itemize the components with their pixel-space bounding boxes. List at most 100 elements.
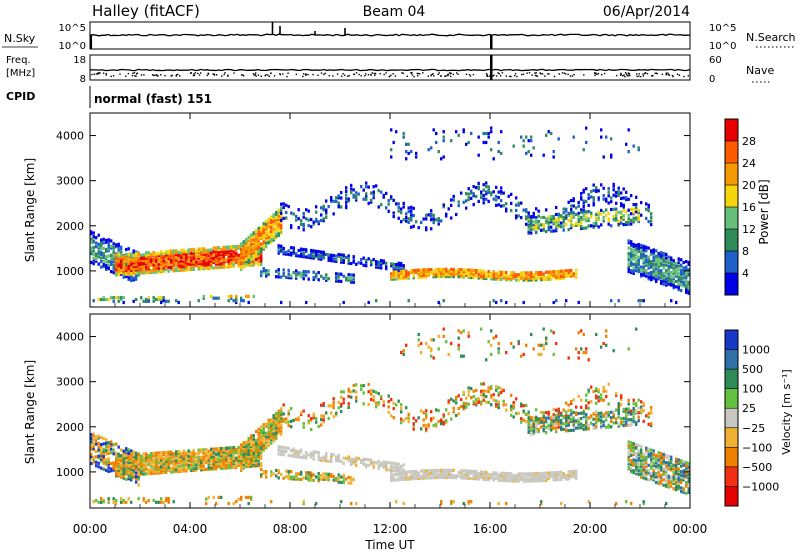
- echo-cell: [392, 266, 395, 270]
- echo-cell: [225, 265, 228, 269]
- echo-cell: [422, 268, 425, 272]
- nave-dot: [636, 75, 638, 78]
- echo-cell: [570, 224, 573, 228]
- echo-cell: [535, 225, 538, 229]
- echo-cell: [202, 448, 205, 452]
- echo-cell: [272, 432, 275, 436]
- echo-cell: [245, 252, 248, 256]
- echo-cell: [390, 468, 393, 472]
- echo-cell: [112, 466, 115, 470]
- echo-cell: [172, 463, 175, 467]
- colorbar-tick-label: 8: [742, 245, 749, 258]
- echo-cell: [235, 449, 238, 453]
- echo-cell: [122, 461, 125, 465]
- echo-cell: [207, 261, 210, 265]
- echo-cell: [660, 270, 663, 275]
- echo-cell: [542, 223, 545, 227]
- echo-cell: [412, 473, 415, 477]
- echo-cell: [150, 457, 153, 461]
- echo-cell: [97, 434, 100, 438]
- echo-cell: [230, 252, 233, 256]
- echo-cell: [440, 472, 443, 476]
- echo-cell: [202, 459, 205, 463]
- echo-cell: [565, 207, 568, 211]
- echo-cell: [172, 454, 175, 458]
- echo-cell: [552, 275, 555, 279]
- echo-cell: [157, 270, 160, 274]
- echo-cell: [167, 251, 170, 255]
- echo-cell: [300, 472, 303, 476]
- echo-cell: [177, 464, 180, 468]
- echo-cell: [180, 460, 183, 464]
- echo-cell: [535, 218, 538, 222]
- echo-cell: [137, 472, 140, 476]
- echo-cell: [222, 245, 225, 249]
- echo-cell: [240, 465, 243, 469]
- echo-cell: [242, 243, 245, 247]
- echo-cell: [252, 453, 255, 457]
- echo-cell: [600, 212, 603, 216]
- echo-cell: [390, 475, 393, 479]
- echo-cell: [587, 217, 590, 221]
- echo-cell: [112, 242, 115, 246]
- echo-cell: [687, 282, 690, 286]
- echo-cell: [267, 241, 270, 245]
- echo-cell: [527, 215, 530, 219]
- echo-cell: [432, 217, 435, 221]
- echo-cell: [280, 427, 283, 431]
- echo-cell: [347, 457, 350, 461]
- echo-cell: [405, 472, 408, 476]
- echo-cell: [152, 250, 155, 254]
- echo-cell: [462, 270, 465, 274]
- echo-cell: [162, 268, 165, 272]
- echo-cell: [145, 299, 148, 303]
- echo-cell: [247, 263, 250, 267]
- echo-cell: [277, 233, 280, 238]
- echo-cell: [237, 264, 240, 268]
- echo-cell: [107, 297, 110, 302]
- echo-cell: [547, 215, 550, 219]
- y-tick-label: 3000: [56, 175, 84, 188]
- echo-cell: [117, 269, 120, 273]
- echo-cell: [102, 460, 105, 464]
- echo-cell: [137, 497, 140, 501]
- echo-cell: [527, 229, 530, 233]
- echo-cell: [220, 251, 223, 255]
- echo-cell: [622, 187, 625, 191]
- echo-cell: [495, 404, 498, 408]
- echo-cell: [430, 218, 433, 222]
- echo-cell: [222, 461, 225, 465]
- echo-cell: [527, 414, 530, 418]
- echo-cell: [405, 276, 408, 280]
- echo-cell: [365, 457, 368, 462]
- echo-cell: [102, 454, 105, 459]
- nave-dot: [151, 74, 154, 76]
- echo-cell: [275, 433, 278, 437]
- echo-cell: [345, 206, 348, 210]
- echo-cell: [122, 271, 125, 275]
- echo-cell: [685, 285, 688, 289]
- nave-dot: [654, 72, 656, 74]
- echo-cell: [567, 403, 570, 407]
- echo-cell: [545, 133, 548, 137]
- echo-cell: [352, 195, 355, 199]
- echo-cell: [467, 393, 470, 397]
- echo-cell: [92, 236, 95, 240]
- echo-cell: [227, 294, 230, 298]
- echo-cell: [137, 264, 140, 268]
- echo-cell: [215, 449, 218, 453]
- echo-cell: [277, 246, 280, 250]
- echo-cell: [247, 445, 250, 449]
- echo-cell: [497, 140, 500, 145]
- echo-cell: [607, 211, 610, 215]
- echo-cell: [637, 260, 640, 265]
- nave-dot: [253, 74, 255, 76]
- echo-cell: [280, 300, 283, 305]
- echo-cell: [170, 454, 173, 458]
- echo-cell: [275, 431, 278, 435]
- echo-cell: [427, 472, 430, 476]
- echo-cell: [340, 272, 343, 276]
- nave-dot: [449, 75, 452, 78]
- echo-cell: [425, 273, 428, 277]
- echo-cell: [260, 253, 263, 258]
